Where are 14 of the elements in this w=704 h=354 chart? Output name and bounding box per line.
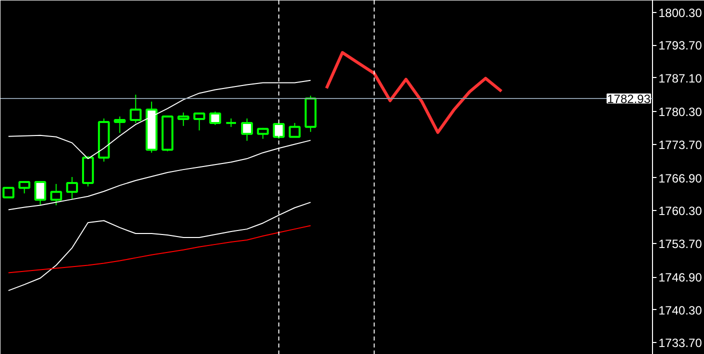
y-tick-label: 1733.70 — [658, 336, 702, 350]
y-tick-label: 1746.90 — [658, 270, 702, 285]
y-tick-label: 1787.10 — [658, 71, 702, 86]
y-tick-label: 1760.30 — [658, 204, 702, 218]
y-tick-label: 1793.70 — [658, 38, 702, 53]
ref-line-label: 1782.93 — [607, 92, 651, 106]
y-tick-label: 1780.30 — [658, 105, 702, 120]
y-tick-label: 1773.70 — [658, 138, 702, 152]
y-tick-label: 1766.90 — [658, 171, 702, 186]
line-series — [8, 225, 312, 274]
y-tick-label: 1740.30 — [658, 303, 702, 318]
line-series — [325, 51, 503, 134]
y-tick-label: 1753.70 — [658, 236, 702, 251]
y-tick-label: 1800.30 — [658, 6, 702, 20]
